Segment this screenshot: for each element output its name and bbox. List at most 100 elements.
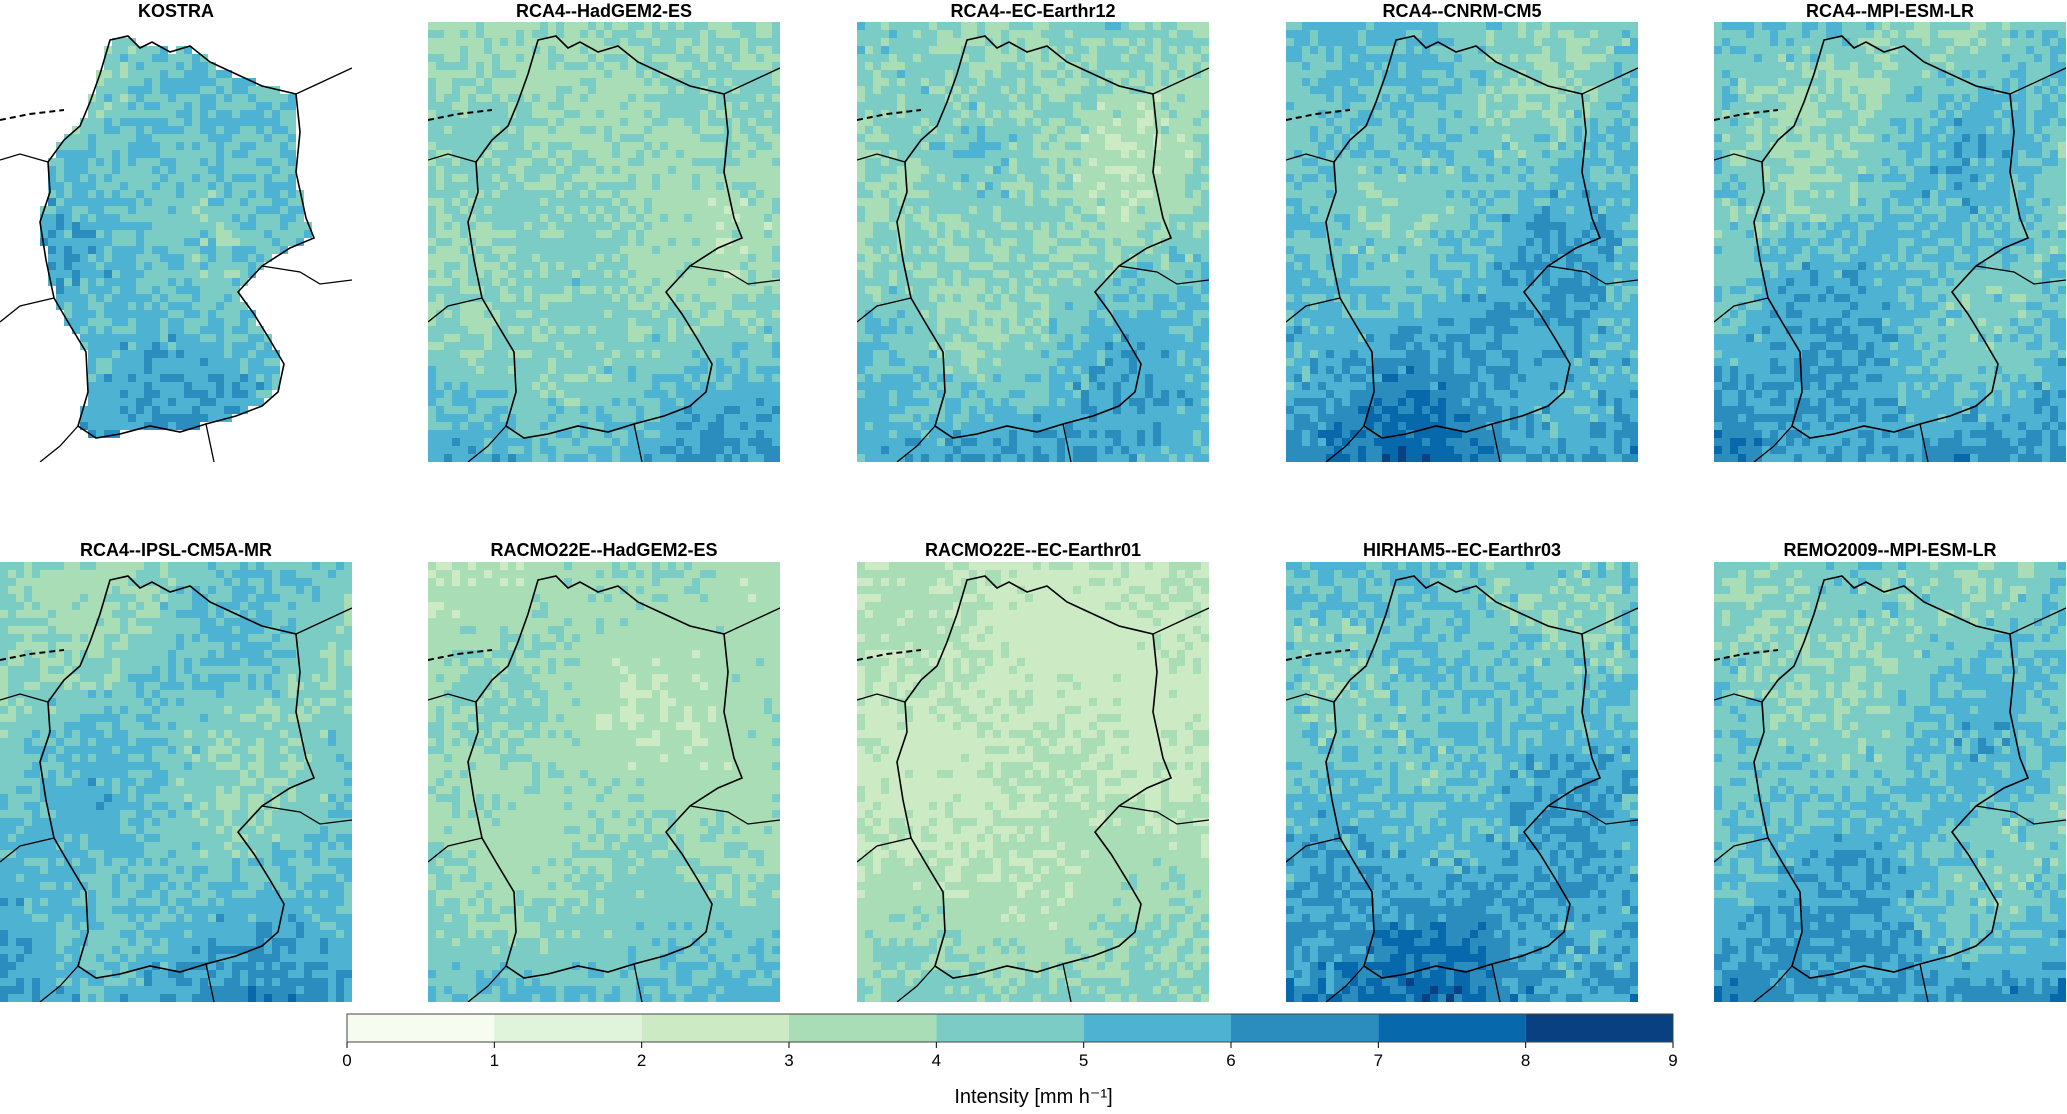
intensity-cell: [80, 254, 88, 262]
intensity-cell: [580, 302, 588, 310]
intensity-cell: [692, 182, 700, 190]
intensity-cell: [1201, 78, 1209, 86]
intensity-cell: [596, 246, 604, 254]
intensity-cell: [596, 374, 604, 382]
intensity-cell: [913, 86, 921, 94]
intensity-cell: [224, 214, 232, 222]
intensity-cell: [216, 326, 224, 334]
intensity-cell: [40, 230, 48, 238]
intensity-cell: [740, 342, 748, 350]
intensity-cell: [444, 270, 452, 278]
intensity-cell: [1177, 190, 1185, 198]
intensity-cell: [977, 118, 985, 126]
intensity-cell: [452, 70, 460, 78]
intensity-cell: [508, 30, 516, 38]
intensity-cell: [516, 278, 524, 286]
intensity-cell: [192, 358, 200, 366]
intensity-cell: [540, 246, 548, 254]
intensity-cell: [96, 150, 104, 158]
intensity-cell: [564, 278, 572, 286]
intensity-cell: [280, 222, 288, 230]
intensity-cell: [112, 214, 120, 222]
intensity-cell: [128, 158, 136, 166]
intensity-cell: [588, 190, 596, 198]
intensity-cell: [692, 30, 700, 38]
intensity-cell: [548, 374, 556, 382]
intensity-cell: [256, 222, 264, 230]
intensity-cell: [1025, 222, 1033, 230]
intensity-cell: [652, 350, 660, 358]
intensity-cell: [1201, 22, 1209, 30]
intensity-cell: [732, 454, 740, 462]
intensity-cell: [1129, 238, 1137, 246]
intensity-cell: [929, 38, 937, 46]
intensity-cell: [596, 390, 604, 398]
intensity-cell: [444, 102, 452, 110]
intensity-cell: [48, 214, 56, 222]
intensity-cell: [208, 406, 216, 414]
intensity-cell: [1033, 78, 1041, 86]
intensity-cell: [80, 126, 88, 134]
intensity-cell: [216, 150, 224, 158]
intensity-cell: [508, 246, 516, 254]
intensity-cell: [64, 270, 72, 278]
intensity-cell: [564, 78, 572, 86]
intensity-cell: [748, 262, 756, 270]
intensity-cell: [985, 206, 993, 214]
intensity-cell: [692, 278, 700, 286]
intensity-cell: [460, 206, 468, 214]
intensity-cell: [460, 54, 468, 62]
intensity-cell: [128, 86, 136, 94]
intensity-cell: [724, 238, 732, 246]
intensity-cell: [516, 30, 524, 38]
intensity-cell: [216, 294, 224, 302]
intensity-cell: [676, 158, 684, 166]
intensity-cell: [436, 262, 444, 270]
intensity-cell: [160, 102, 168, 110]
intensity-cell: [921, 150, 929, 158]
intensity-cell: [1001, 22, 1009, 30]
intensity-cell: [1033, 70, 1041, 78]
intensity-cell: [168, 390, 176, 398]
intensity-cell: [897, 166, 905, 174]
intensity-cell: [436, 430, 444, 438]
intensity-cell: [160, 158, 168, 166]
intensity-cell: [668, 366, 676, 374]
intensity-cell: [1145, 62, 1153, 70]
intensity-cell: [732, 126, 740, 134]
intensity-cell: [120, 166, 128, 174]
intensity-cell: [176, 286, 184, 294]
intensity-cell: [604, 318, 612, 326]
intensity-cell: [160, 302, 168, 310]
intensity-cell: [652, 110, 660, 118]
intensity-cell: [684, 318, 692, 326]
intensity-cell: [889, 118, 897, 126]
intensity-cell: [72, 166, 80, 174]
intensity-cell: [152, 118, 160, 126]
intensity-cell: [1105, 206, 1113, 214]
intensity-cell: [564, 238, 572, 246]
intensity-cell: [428, 302, 436, 310]
intensity-cell: [716, 326, 724, 334]
intensity-cell: [660, 366, 668, 374]
intensity-cell: [444, 294, 452, 302]
intensity-cell: [580, 94, 588, 102]
intensity-cell: [444, 310, 452, 318]
intensity-cell: [620, 262, 628, 270]
intensity-cell: [865, 110, 873, 118]
intensity-cell: [628, 62, 636, 70]
intensity-cell: [1161, 182, 1169, 190]
intensity-cell: [152, 110, 160, 118]
intensity-cell: [460, 270, 468, 278]
intensity-cell: [865, 70, 873, 78]
intensity-cell: [732, 110, 740, 118]
intensity-cell: [1009, 166, 1017, 174]
intensity-cell: [428, 406, 436, 414]
intensity-cell: [200, 134, 208, 142]
intensity-cell: [80, 150, 88, 158]
intensity-cell: [692, 246, 700, 254]
intensity-cell: [112, 86, 120, 94]
intensity-cell: [152, 342, 160, 350]
intensity-cell: [748, 446, 756, 454]
intensity-cell: [676, 70, 684, 78]
